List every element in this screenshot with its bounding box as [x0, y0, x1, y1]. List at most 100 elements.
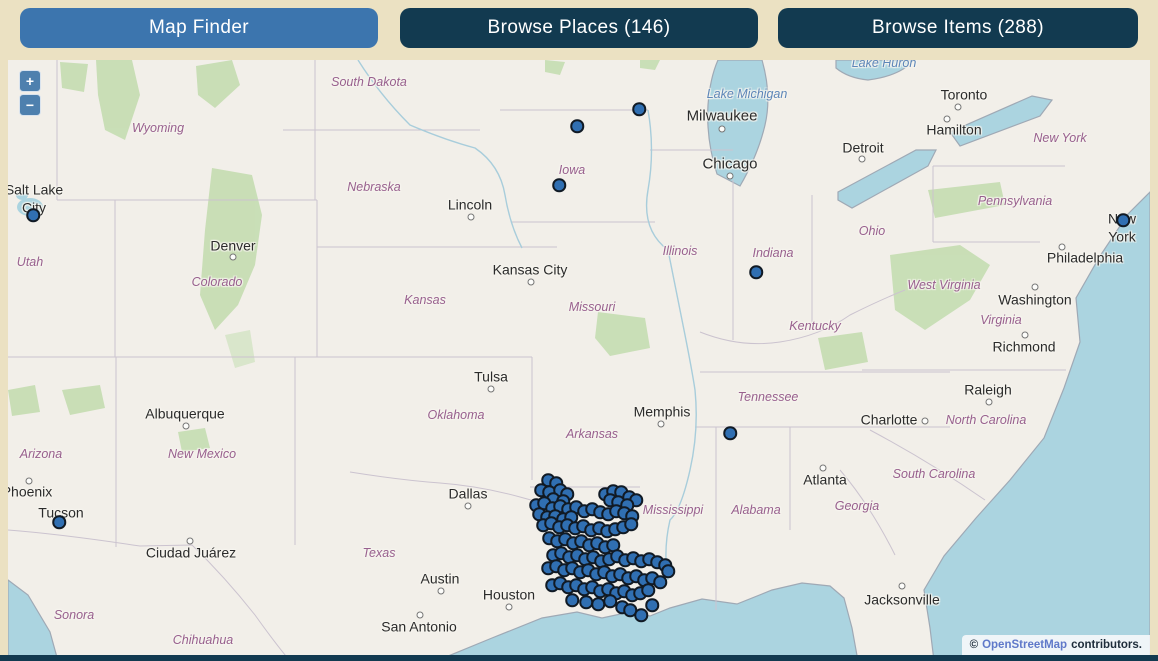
city-dot — [437, 587, 445, 595]
city-dot — [527, 278, 535, 286]
city-label: Atlanta — [803, 471, 847, 488]
city-label: Denver — [210, 237, 256, 254]
city-dot — [1058, 243, 1066, 251]
state-label: Ohio — [858, 224, 886, 239]
city-dot — [657, 420, 665, 428]
city-label: Lincoln — [447, 196, 493, 213]
city-label: San Antonio — [381, 618, 457, 635]
city-label: Jacksonville — [864, 591, 940, 608]
map-marker[interactable] — [570, 119, 584, 133]
city-dot — [229, 253, 237, 261]
state-label: Arkansas — [565, 427, 619, 442]
state-label: South Carolina — [892, 467, 976, 482]
city-dot — [25, 477, 33, 485]
bottom-navy-bar — [0, 655, 1158, 661]
map-marker[interactable] — [52, 515, 66, 529]
browse-items-tab[interactable]: Browse Items (288) — [778, 8, 1138, 48]
state-label: Kentucky — [789, 319, 841, 334]
water-label: Lake Huron — [851, 60, 917, 71]
state-label: Nebraska — [347, 180, 401, 195]
city-dot — [467, 213, 475, 221]
city-dot — [819, 464, 827, 472]
state-label: Mississippi — [642, 503, 704, 518]
city-dot — [1021, 331, 1029, 339]
city-dot — [954, 103, 962, 111]
map-overlay: South Dakota Wyoming Utah Nebraska Colorado K… — [8, 60, 1150, 655]
city-label: Hamilton — [926, 121, 982, 138]
map-marker[interactable] — [723, 426, 737, 440]
state-label: Illinois — [662, 244, 698, 259]
state-label: Chihuahua — [172, 633, 234, 648]
state-label: Missouri — [568, 300, 616, 315]
map-zoom-control: + − — [19, 70, 41, 116]
city-dot — [921, 417, 929, 425]
city-label: Washington — [998, 291, 1072, 308]
state-label: Tennessee — [737, 390, 799, 405]
city-dot — [858, 155, 866, 163]
map-marker[interactable] — [552, 178, 566, 192]
map-marker[interactable] — [645, 598, 659, 612]
state-label: Alabama — [731, 503, 781, 518]
city-label: Dallas — [448, 485, 488, 502]
state-label: New York — [1033, 131, 1087, 146]
state-label: West Virginia — [907, 278, 981, 293]
map-marker[interactable] — [661, 564, 675, 578]
map-marker[interactable] — [1116, 213, 1130, 227]
state-label: Oklahoma — [427, 408, 485, 423]
city-label: Detroit — [842, 139, 884, 156]
map-marker[interactable] — [624, 517, 638, 531]
state-label: Wyoming — [131, 121, 185, 136]
map-marker[interactable] — [653, 575, 667, 589]
state-label: Georgia — [834, 499, 880, 514]
map-marker[interactable] — [26, 208, 40, 222]
state-label: Colorado — [191, 275, 243, 290]
city-label: Memphis — [633, 403, 691, 420]
zoom-out-button[interactable]: − — [19, 94, 41, 116]
state-label: Sonora — [53, 608, 95, 623]
map-marker[interactable] — [565, 593, 579, 607]
attribution-suffix: contributors. — [1071, 639, 1142, 651]
map-marker[interactable] — [749, 265, 763, 279]
city-label: Phoenix — [8, 483, 53, 500]
city-dot — [505, 603, 513, 611]
city-label: Chicago — [702, 155, 758, 173]
browse-places-tab[interactable]: Browse Places (146) — [400, 8, 758, 48]
city-label: Houston — [482, 586, 536, 603]
city-label: Albuquerque — [145, 405, 225, 422]
zoom-in-button[interactable]: + — [19, 70, 41, 92]
city-label: Raleigh — [964, 381, 1012, 398]
city-dot — [943, 115, 951, 123]
city-dot — [186, 537, 194, 545]
state-label: Virginia — [980, 313, 1022, 328]
state-label: Iowa — [558, 163, 586, 178]
city-label: Austin — [420, 570, 460, 587]
city-dot — [1031, 283, 1039, 291]
state-label: Indiana — [752, 246, 794, 261]
state-label: Kansas — [404, 293, 446, 308]
map-marker[interactable] — [641, 583, 655, 597]
city-label: Ciudad Juárez — [145, 544, 237, 561]
city-dot — [182, 422, 190, 430]
city-dot — [416, 611, 424, 619]
city-label: Charlotte — [860, 411, 918, 428]
city-dot — [487, 385, 495, 393]
city-label: Toronto — [940, 86, 988, 103]
map-attribution: © OpenStreetMap contributors. — [961, 635, 1150, 655]
city-label: Tulsa — [474, 368, 508, 385]
city-dot — [726, 172, 734, 180]
city-dot — [898, 582, 906, 590]
openstreetmap-link[interactable]: OpenStreetMap — [982, 639, 1068, 651]
state-label: Arizona — [19, 447, 63, 462]
map-finder-tab[interactable]: Map Finder — [20, 8, 378, 48]
city-label: Richmond — [992, 338, 1056, 355]
state-label: South Dakota — [331, 75, 407, 90]
map-canvas[interactable]: South Dakota Wyoming Utah Nebraska Colorado K… — [8, 60, 1150, 655]
state-label: Texas — [362, 546, 396, 561]
state-label: New Mexico — [167, 447, 237, 462]
map-marker[interactable] — [603, 594, 617, 608]
map-marker[interactable] — [634, 608, 648, 622]
state-label: Utah — [16, 255, 44, 270]
map-marker[interactable] — [632, 102, 646, 116]
city-label: Philadelphia — [1046, 249, 1124, 266]
